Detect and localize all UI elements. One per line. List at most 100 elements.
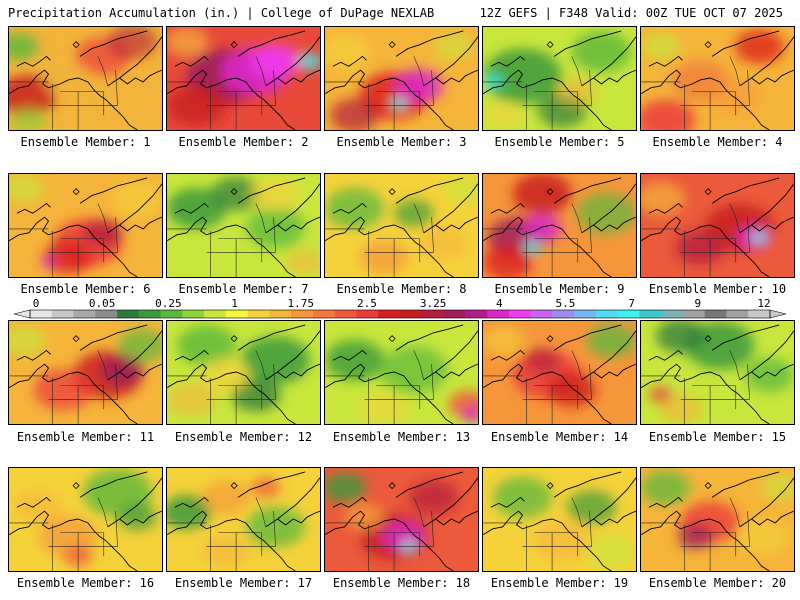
coastline	[16, 202, 51, 214]
precip-field-region	[523, 241, 542, 254]
state-border	[273, 217, 276, 253]
precip-map	[483, 321, 636, 424]
coastline	[711, 177, 780, 204]
precip-field-region	[461, 405, 478, 423]
coastline	[435, 216, 478, 232]
precip-field-region	[285, 248, 320, 277]
coastline	[119, 363, 162, 379]
state-border	[571, 350, 582, 380]
precip-field-region	[167, 84, 227, 127]
colorbar-swatch	[661, 310, 684, 318]
coastline	[107, 477, 162, 528]
coastline	[725, 89, 770, 130]
coastline	[332, 496, 367, 508]
ensemble-map-panel	[640, 26, 795, 131]
colorbar-swatch	[160, 310, 183, 318]
precip-field-region	[655, 321, 706, 353]
ensemble-member-label: Ensemble Member: 3	[336, 135, 467, 149]
state-border	[571, 56, 582, 86]
state-border	[115, 364, 118, 400]
coastline	[648, 202, 683, 214]
coastline	[711, 30, 780, 57]
coastline	[553, 30, 622, 57]
coastline	[325, 69, 411, 95]
colorbar-swatch	[30, 310, 53, 318]
colorbar-swatch	[51, 310, 75, 318]
precip-field-region	[201, 534, 251, 569]
ensemble-map-panel	[640, 320, 795, 425]
coastline	[119, 510, 162, 526]
colorbar-swatch	[682, 310, 706, 318]
precip-field-region	[483, 245, 533, 277]
state-border	[729, 497, 740, 527]
coastline	[251, 89, 296, 130]
colorbar-swatch	[704, 310, 727, 318]
coastline	[423, 477, 478, 528]
precip-field-region	[586, 534, 636, 569]
state-border	[729, 203, 740, 233]
precip-field-region	[211, 176, 261, 211]
coastline	[751, 216, 794, 232]
coastline	[553, 471, 622, 498]
coastline	[167, 216, 253, 242]
precip-field-region	[641, 32, 681, 61]
precip-field-region	[344, 503, 385, 531]
precip-field-region	[325, 472, 367, 503]
ensemble-member-label: Ensemble Member: 20	[648, 576, 787, 590]
location-marker-icon	[546, 335, 554, 343]
state-border	[115, 217, 118, 253]
location-marker-icon	[72, 188, 80, 196]
coastline	[409, 89, 454, 130]
coastline	[751, 363, 794, 379]
coastline	[16, 496, 51, 508]
coastline	[725, 236, 770, 277]
ensemble-member-label: Ensemble Member: 5	[494, 135, 625, 149]
precip-field-region	[325, 187, 385, 229]
coastline	[251, 530, 296, 571]
precip-field-region	[391, 98, 407, 110]
coastline	[725, 383, 770, 424]
coastline	[9, 363, 95, 389]
colorbar-swatch	[378, 310, 401, 318]
precip-field-region	[298, 53, 320, 70]
location-marker-icon	[704, 41, 712, 49]
state-border	[431, 511, 434, 547]
precip-field-region	[83, 219, 123, 247]
coastline	[16, 349, 51, 361]
coastline	[79, 324, 148, 351]
ensemble-member-label: Ensemble Member: 19	[490, 576, 629, 590]
coastline	[265, 183, 320, 234]
location-marker-icon	[388, 188, 396, 196]
coastline	[567, 236, 612, 277]
precip-field-region	[492, 476, 553, 519]
state-border	[255, 350, 266, 380]
precip-map	[167, 174, 320, 277]
state-border	[589, 364, 592, 400]
coastline	[435, 510, 478, 526]
coastline	[593, 510, 636, 526]
colorbar-swatch	[269, 310, 292, 318]
ensemble-map-panel	[640, 173, 795, 278]
coastline	[490, 55, 525, 67]
coastline	[251, 236, 296, 277]
coastline	[490, 349, 525, 361]
ensemble-member-label: Ensemble Member: 16	[16, 576, 155, 590]
precip-field-region	[734, 29, 785, 64]
coastline	[237, 471, 306, 498]
colorbar-swatch	[530, 310, 553, 318]
ensemble-map-panel	[640, 467, 795, 572]
state-border	[729, 56, 740, 86]
coastline	[581, 36, 636, 87]
precip-field-region	[167, 27, 209, 57]
coastline	[711, 471, 780, 498]
state-border	[97, 350, 108, 380]
colorbar-swatch	[334, 310, 357, 318]
precip-field-region	[483, 74, 503, 88]
colorbar-swatch	[247, 310, 270, 318]
ensemble-member-label: Ensemble Member: 12	[174, 430, 313, 444]
coastline	[79, 177, 148, 204]
ensemble-member-label: Ensemble Member: 4	[652, 135, 783, 149]
colorbar-swatch	[574, 310, 597, 318]
ensemble-member-label: Ensemble Member: 18	[332, 576, 471, 590]
coastline	[107, 36, 162, 87]
